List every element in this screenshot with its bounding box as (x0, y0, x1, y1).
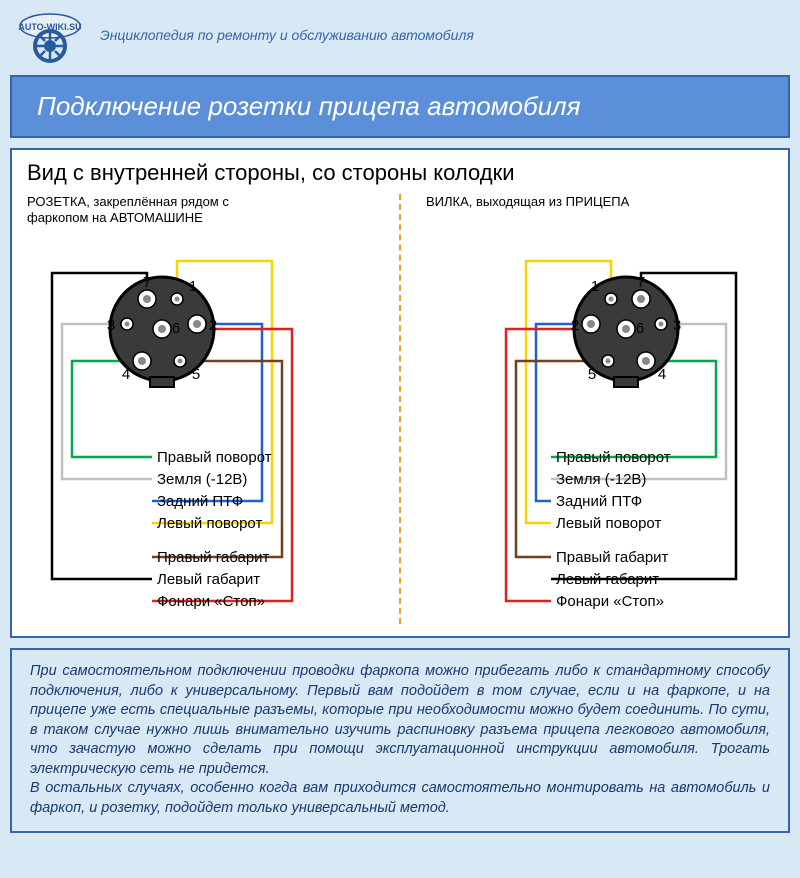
wire-label: Фонари «Стоп» (157, 593, 272, 615)
svg-text:3: 3 (107, 317, 115, 334)
page-title: Подключение розетки прицепа автомобиля (10, 75, 790, 138)
plug-label: ВИЛКА, выходящая из ПРИЦЕПА (426, 194, 686, 210)
svg-text:6: 6 (636, 320, 644, 337)
svg-text:7: 7 (637, 274, 645, 291)
svg-text:7: 7 (143, 274, 151, 291)
svg-text:6: 6 (172, 320, 180, 337)
wire-label: Правый габарит (556, 549, 671, 571)
wire-label: Левый габарит (556, 571, 671, 593)
socket-column: РОЗЕТКА, закреплённая рядом с фаркопом н… (27, 194, 399, 624)
footer-note: При самостоятельном подключении проводки… (10, 648, 790, 833)
socket-label: РОЗЕТКА, закреплённая рядом с фаркопом н… (27, 194, 287, 227)
footer-paragraph-2: В остальных случаях, особенно когда вам … (30, 779, 770, 818)
wire-label: Задний ПТФ (157, 493, 272, 515)
svg-text:1: 1 (591, 278, 599, 295)
wire-label: Задний ПТФ (556, 493, 671, 515)
footer-paragraph-1: При самостоятельном подключении проводки… (30, 662, 770, 779)
plug-wire-labels: Правый поворотЗемля (-12В)Задний ПТФЛевы… (556, 449, 671, 615)
wire-label: Фонари «Стоп» (556, 593, 671, 615)
wire-label: Левый габарит (157, 571, 272, 593)
wire-label: Правый поворот (157, 449, 272, 471)
socket-wire-labels: Правый поворотЗемля (-12В)Задний ПТФЛевы… (157, 449, 272, 615)
svg-text:5: 5 (192, 366, 200, 383)
svg-text:4: 4 (658, 366, 666, 383)
svg-text:1: 1 (189, 278, 197, 295)
wire-label: Правый габарит (157, 549, 272, 571)
header: AUTO-WIKI.SU Энциклопедия по ремонту и о… (0, 0, 800, 70)
logo-icon: AUTO-WIKI.SU (15, 8, 85, 63)
wire-label: Левый поворот (157, 515, 272, 537)
svg-text:2: 2 (209, 317, 217, 334)
svg-text:3: 3 (673, 317, 681, 334)
wire-label: Правый поворот (556, 449, 671, 471)
header-subtitle: Энциклопедия по ремонту и обслуживанию а… (100, 26, 474, 44)
svg-text:4: 4 (122, 366, 130, 383)
wiring-diagram: Вид с внутренней стороны, со стороны кол… (10, 148, 790, 638)
plug-column: ВИЛКА, выходящая из ПРИЦЕПА 1 2 3 4 5 6 7 Прав… (401, 194, 773, 624)
wire-label: Земля (-12В) (157, 471, 272, 493)
wire-label: Левый поворот (556, 515, 671, 537)
wire-label: Земля (-12В) (556, 471, 671, 493)
svg-text:2: 2 (571, 317, 579, 334)
diagram-title: Вид с внутренней стороны, со стороны кол… (27, 160, 773, 186)
svg-text:5: 5 (588, 366, 596, 383)
